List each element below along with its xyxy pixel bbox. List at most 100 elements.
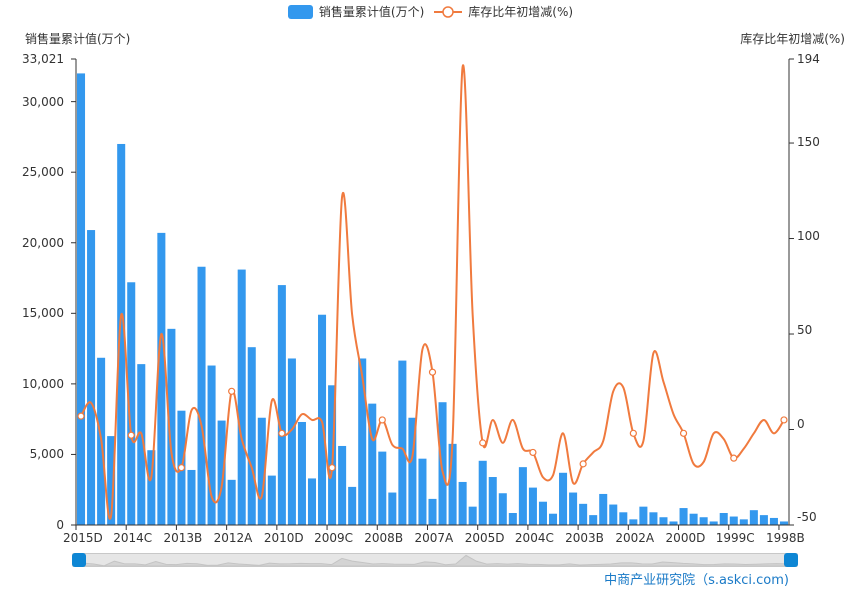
bar[interactable] bbox=[679, 508, 688, 525]
bar[interactable] bbox=[579, 503, 588, 525]
bar[interactable] bbox=[378, 451, 387, 525]
bar[interactable] bbox=[398, 360, 407, 525]
bar[interactable] bbox=[217, 420, 226, 525]
bar[interactable] bbox=[107, 436, 116, 525]
line-point-marker[interactable] bbox=[629, 429, 637, 437]
bar[interactable] bbox=[498, 493, 507, 525]
line-point-marker[interactable] bbox=[378, 416, 386, 424]
bar[interactable] bbox=[759, 515, 768, 525]
bar[interactable] bbox=[147, 450, 156, 525]
bar[interactable] bbox=[448, 443, 457, 525]
bar[interactable] bbox=[639, 506, 648, 525]
bar[interactable] bbox=[599, 493, 608, 525]
line-point-marker[interactable] bbox=[579, 460, 587, 468]
bar[interactable] bbox=[388, 492, 397, 525]
left-tick-label: 25,000 bbox=[22, 165, 64, 179]
bar[interactable] bbox=[227, 479, 236, 525]
line-point-marker[interactable] bbox=[177, 464, 186, 472]
bar[interactable] bbox=[428, 498, 437, 525]
x-tick-label: 2009C bbox=[314, 531, 353, 545]
line-point-marker[interactable] bbox=[278, 429, 286, 437]
bar[interactable] bbox=[629, 519, 638, 525]
bar[interactable] bbox=[338, 445, 347, 525]
line-marker-icon bbox=[434, 5, 463, 18]
legend-item-inventory[interactable]: 库存比年初增减(%) bbox=[434, 3, 573, 20]
line-point-marker[interactable] bbox=[529, 448, 537, 457]
bar[interactable] bbox=[77, 73, 86, 526]
bar[interactable] bbox=[739, 519, 748, 525]
line-point-marker[interactable] bbox=[428, 368, 437, 376]
bar[interactable] bbox=[207, 365, 216, 525]
legend-label-inventory: 库存比年初增减(%) bbox=[468, 5, 574, 19]
bar[interactable] bbox=[538, 501, 547, 525]
bar[interactable] bbox=[458, 481, 467, 525]
bar[interactable] bbox=[488, 477, 497, 525]
slider-preview-shadow bbox=[73, 554, 797, 566]
bar[interactable] bbox=[589, 515, 598, 525]
right-tick-label: 194 bbox=[797, 52, 820, 66]
bar[interactable] bbox=[548, 513, 558, 525]
bar[interactable] bbox=[267, 475, 276, 525]
bar[interactable] bbox=[478, 460, 487, 525]
bar[interactable] bbox=[358, 358, 367, 525]
bar[interactable] bbox=[438, 402, 447, 525]
bar[interactable] bbox=[659, 517, 668, 525]
line-markers bbox=[77, 368, 788, 472]
bar[interactable] bbox=[257, 417, 266, 525]
x-tick-label: 2004C bbox=[514, 531, 554, 545]
bar[interactable] bbox=[187, 469, 196, 525]
line-point-marker[interactable] bbox=[479, 439, 487, 447]
bar[interactable] bbox=[137, 364, 146, 525]
bar[interactable] bbox=[749, 510, 758, 525]
bar[interactable] bbox=[237, 269, 246, 525]
line-point-marker[interactable] bbox=[780, 416, 788, 424]
bar[interactable] bbox=[348, 486, 357, 525]
bar[interactable] bbox=[277, 285, 286, 525]
bar[interactable] bbox=[167, 328, 176, 525]
bar[interactable] bbox=[518, 467, 527, 525]
bar[interactable] bbox=[769, 517, 778, 525]
bar[interactable] bbox=[307, 478, 317, 525]
bar[interactable] bbox=[408, 417, 417, 525]
line-point-marker[interactable] bbox=[228, 387, 236, 395]
bar[interactable] bbox=[127, 282, 136, 525]
bar[interactable] bbox=[569, 492, 578, 525]
bar[interactable] bbox=[297, 421, 306, 525]
bar[interactable] bbox=[468, 506, 477, 525]
data-zoom-slider[interactable] bbox=[72, 553, 798, 567]
bar[interactable] bbox=[779, 521, 788, 525]
bar[interactable] bbox=[528, 487, 537, 525]
bar[interactable] bbox=[117, 143, 126, 526]
x-tick-label: 2015D bbox=[63, 531, 103, 545]
line-point-marker[interactable] bbox=[679, 429, 688, 437]
bar[interactable] bbox=[619, 512, 628, 525]
x-tick-label: 2014C bbox=[113, 531, 153, 545]
bar[interactable] bbox=[508, 513, 517, 525]
bar[interactable] bbox=[729, 516, 738, 525]
bar[interactable] bbox=[669, 521, 678, 525]
slider-start-handle[interactable] bbox=[72, 553, 86, 567]
bar[interactable] bbox=[559, 472, 568, 525]
line-point-marker[interactable] bbox=[77, 412, 85, 420]
bar[interactable] bbox=[719, 513, 728, 525]
bar[interactable] bbox=[197, 266, 206, 525]
bar[interactable] bbox=[699, 517, 708, 525]
bar[interactable] bbox=[287, 358, 296, 525]
bar[interactable] bbox=[157, 232, 166, 525]
line-point-marker[interactable] bbox=[127, 431, 135, 439]
bar[interactable] bbox=[609, 504, 618, 525]
left-tick-label: 33,021 bbox=[22, 52, 64, 66]
bar[interactable] bbox=[689, 513, 698, 525]
line-point-marker[interactable] bbox=[730, 454, 738, 462]
bar[interactable] bbox=[709, 521, 718, 525]
bar[interactable] bbox=[247, 347, 256, 525]
slider-end-handle[interactable] bbox=[784, 553, 798, 567]
line-point-marker[interactable] bbox=[328, 464, 336, 472]
bar[interactable] bbox=[649, 512, 658, 525]
legend-item-sales[interactable]: 销售量累计值(万个) bbox=[287, 3, 424, 20]
bar[interactable] bbox=[368, 403, 377, 525]
right-axis-title: 库存比年初增减(%) bbox=[740, 32, 845, 46]
bar[interactable] bbox=[87, 230, 96, 525]
right-tick-label: 100 bbox=[797, 229, 820, 243]
bar[interactable] bbox=[418, 458, 427, 525]
